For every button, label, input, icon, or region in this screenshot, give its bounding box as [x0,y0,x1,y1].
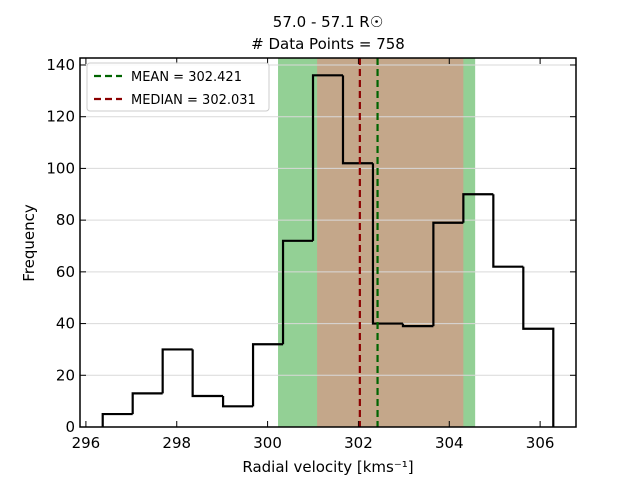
histogram-bar [341,75,373,165]
legend-box [86,62,270,112]
y-axis-label: Frequency [20,204,38,282]
y-tick-label: 140 [46,56,75,74]
legend-label: MEDIAN = 302.031 [131,93,256,108]
y-tick-label: 20 [56,366,75,384]
histogram-bar [161,348,193,394]
shaded-span [317,58,464,427]
histogram-bar [131,392,163,415]
x-tick-label: 302 [344,434,373,452]
x-tick-label: 304 [435,434,464,452]
y-tick-label: 60 [56,263,75,281]
y-tick-label: 100 [46,159,75,177]
chart-title: 57.0 - 57.1 R☉ [273,13,383,31]
x-axis-label: Radial velocity [kms⁻¹] [242,458,413,476]
x-tick-label: 300 [253,434,282,452]
histogram-bar [371,163,403,325]
y-tick-label: 80 [56,211,75,229]
legend-label: MEAN = 302.421 [131,70,242,85]
y-tick-label: 40 [56,315,75,333]
histogram-bar [492,194,524,268]
y-tick-label: 0 [65,418,75,436]
y-tick-label: 120 [46,108,75,126]
x-tick-label: 296 [72,434,101,452]
histogram-bar [522,266,555,427]
plot-frame [79,57,577,428]
chart-subtitle: # Data Points = 758 [251,35,405,53]
histogram-bar [432,221,464,327]
histogram-bar [401,323,434,328]
histogram-bar [251,343,284,407]
histogram-bar [311,74,343,241]
legend: MEAN = 302.421 MEDIAN = 302.031 [86,62,270,112]
histogram-bar [221,395,254,408]
histogram-bar [101,412,133,427]
x-tick-label: 298 [162,434,191,452]
histogram-bar [462,193,494,223]
histogram-bar [281,239,314,345]
histogram-bar [191,349,224,398]
x-tick-label: 306 [526,434,555,452]
